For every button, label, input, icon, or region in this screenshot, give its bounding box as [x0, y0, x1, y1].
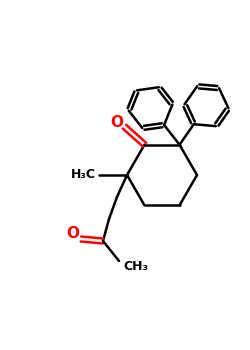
Text: CH₃: CH₃	[124, 259, 148, 273]
Text: O: O	[110, 115, 123, 130]
Text: O: O	[66, 226, 80, 242]
Text: H₃C: H₃C	[70, 168, 96, 181]
